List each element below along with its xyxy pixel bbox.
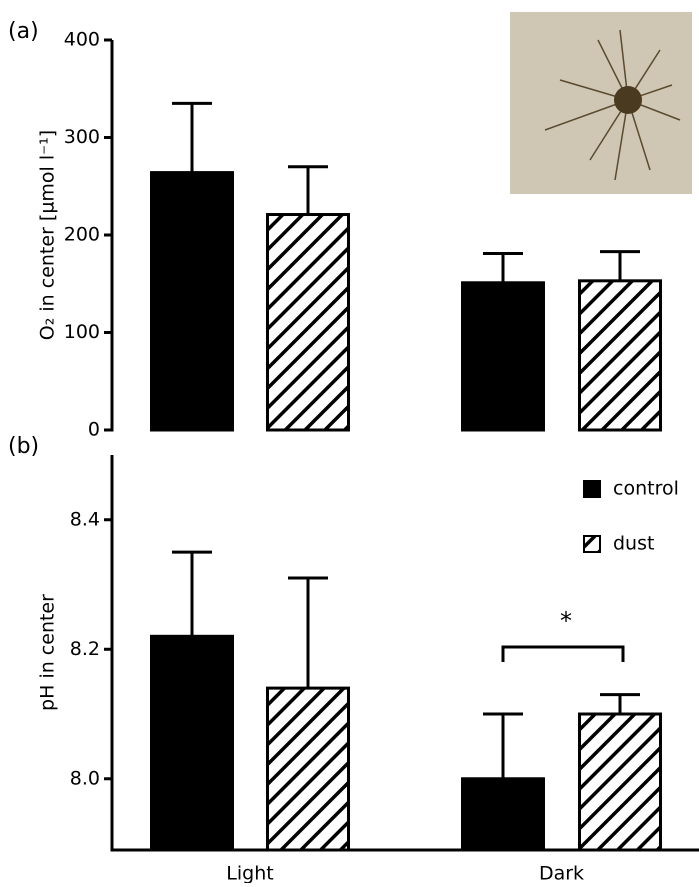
y-tick-label: 8.0 <box>70 767 100 789</box>
legend-swatch <box>583 535 601 553</box>
legend: control dust <box>583 478 679 555</box>
bar <box>578 279 662 432</box>
panel-label: (a) <box>8 19 39 44</box>
y-tick-label: 100 <box>64 321 100 343</box>
legend-label: control <box>613 478 679 500</box>
y-tick-label: 8.2 <box>70 638 100 660</box>
bar <box>461 281 545 432</box>
bar <box>266 213 350 432</box>
y-tick-label: 400 <box>64 29 100 51</box>
bar <box>266 686 350 852</box>
annotation: * <box>560 607 572 635</box>
bracket <box>501 645 625 662</box>
x-tick-label: Dark <box>539 863 584 884</box>
bar <box>578 712 662 852</box>
y-tick-label: 300 <box>64 126 100 148</box>
bar <box>150 171 234 432</box>
bar <box>150 634 234 852</box>
panel-label: (b) <box>8 434 39 459</box>
legend-swatch <box>583 480 601 498</box>
y-tick-label: 8.4 <box>70 508 100 530</box>
significance-bracket: * <box>501 607 625 662</box>
y-axis-label: O₂ in center [µmol l⁻¹] <box>37 130 59 340</box>
legend-label: dust <box>613 533 654 555</box>
inset-photo <box>510 12 692 194</box>
x-tick-label: Light <box>226 863 273 884</box>
bar <box>461 777 545 852</box>
y-tick-label: 200 <box>64 224 100 246</box>
y-axis-label: pH in center <box>37 594 59 711</box>
y-tick-label: 0 <box>88 419 100 441</box>
